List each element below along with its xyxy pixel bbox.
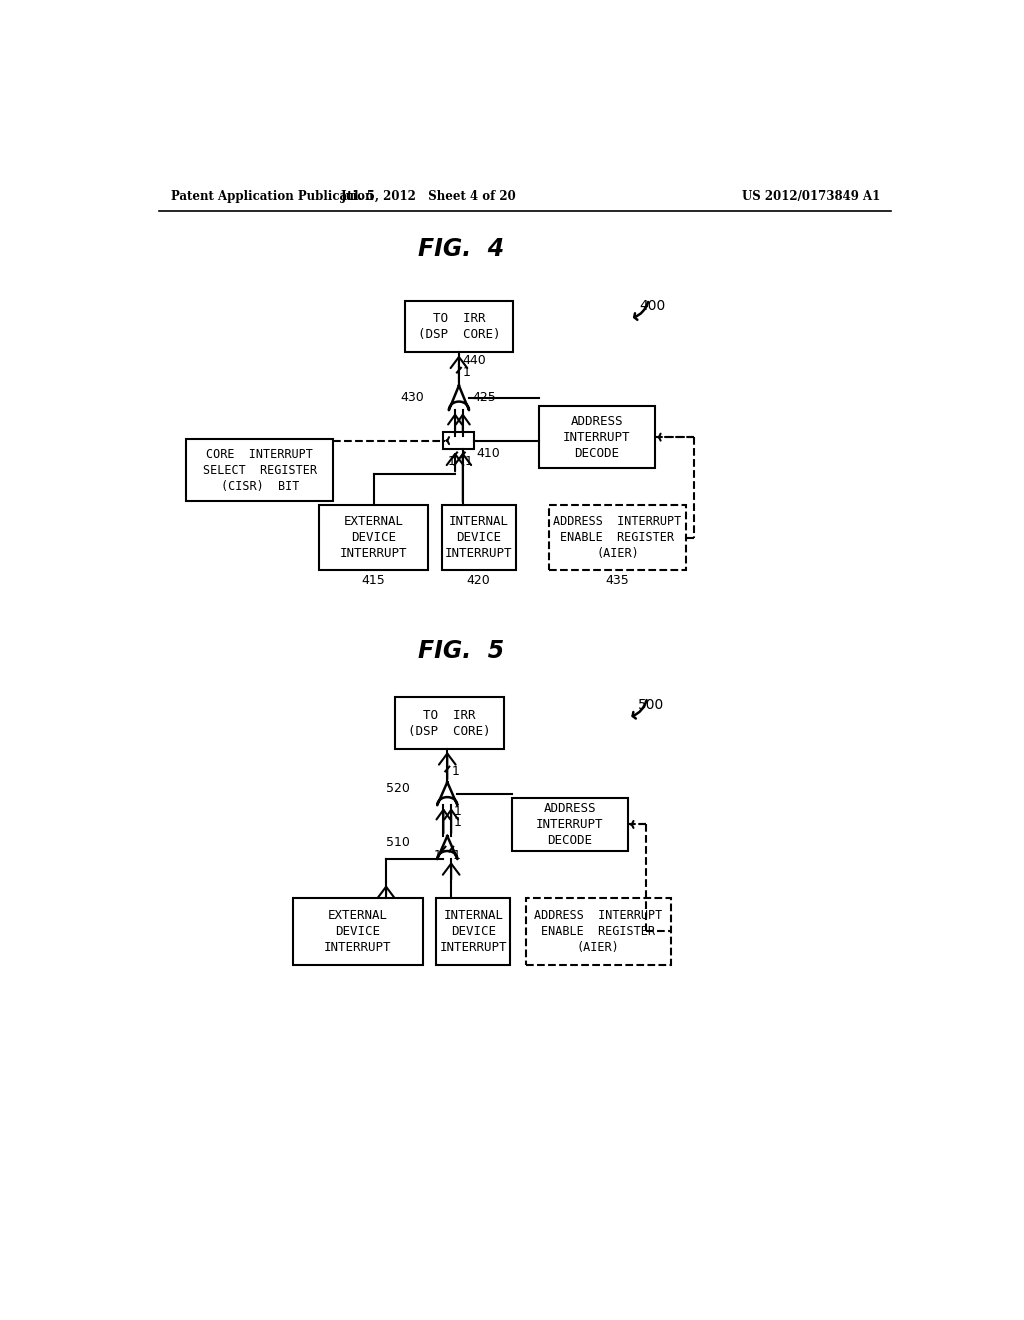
Bar	[512, 797, 628, 851]
Text: 400: 400	[640, 300, 666, 313]
Text: FIG.  5: FIG. 5	[418, 639, 505, 663]
Text: ADDRESS
INTERRUPT
DECODE: ADDRESS INTERRUPT DECODE	[536, 803, 603, 847]
Text: 410: 410	[476, 446, 500, 459]
Bar	[525, 898, 671, 965]
Text: 425: 425	[472, 391, 496, 404]
Text: US 2012/0173849 A1: US 2012/0173849 A1	[741, 190, 880, 203]
Bar	[443, 432, 474, 449]
Text: CORE  INTERRUPT
SELECT  REGISTER
(CISR)  BIT: CORE INTERRUPT SELECT REGISTER (CISR) BI…	[203, 447, 316, 492]
Text: 500: 500	[638, 698, 665, 711]
Text: 415: 415	[361, 574, 386, 587]
Bar	[436, 898, 510, 965]
Bar	[293, 898, 423, 965]
Bar	[549, 506, 686, 570]
Text: INTERNAL
DEVICE
INTERRUPT: INTERNAL DEVICE INTERRUPT	[445, 515, 512, 560]
Text: 1: 1	[449, 454, 456, 467]
Polygon shape	[437, 781, 458, 805]
Text: EXTERNAL
DEVICE
INTERRUPT: EXTERNAL DEVICE INTERRUPT	[340, 515, 408, 560]
Text: Jul. 5, 2012   Sheet 4 of 20: Jul. 5, 2012 Sheet 4 of 20	[341, 190, 516, 203]
Text: 1: 1	[454, 816, 462, 829]
Bar	[395, 697, 504, 748]
Text: ADDRESS  INTERRUPT
ENABLE  REGISTER
(AIER): ADDRESS INTERRUPT ENABLE REGISTER (AIER)	[553, 515, 682, 560]
Bar	[404, 301, 513, 352]
Text: 420: 420	[467, 574, 490, 587]
Bar	[319, 506, 428, 570]
Text: 1: 1	[453, 849, 461, 862]
Text: 1: 1	[464, 454, 472, 467]
Text: 430: 430	[400, 391, 424, 404]
Text: ADDRESS
INTERRUPT
DECODE: ADDRESS INTERRUPT DECODE	[563, 414, 631, 459]
Text: 1: 1	[463, 366, 471, 379]
Text: 1: 1	[434, 849, 442, 862]
Text: 510: 510	[386, 836, 410, 849]
Text: 435: 435	[605, 574, 630, 587]
Text: 440: 440	[463, 354, 486, 367]
Polygon shape	[437, 836, 458, 859]
Text: TO  IRR
(DSP  CORE): TO IRR (DSP CORE)	[418, 312, 500, 341]
Text: EXTERNAL
DEVICE
INTERRUPT: EXTERNAL DEVICE INTERRUPT	[324, 909, 391, 954]
Text: FIG.  4: FIG. 4	[418, 238, 505, 261]
Text: 520: 520	[386, 781, 410, 795]
Polygon shape	[449, 385, 469, 411]
Text: 1: 1	[454, 805, 462, 818]
Bar	[539, 407, 655, 469]
Bar	[186, 440, 334, 502]
Text: ADDRESS  INTERRUPT
ENABLE  REGISTER
(AIER): ADDRESS INTERRUPT ENABLE REGISTER (AIER)	[534, 909, 663, 954]
Text: 1: 1	[452, 764, 459, 777]
Text: Patent Application Publication: Patent Application Publication	[171, 190, 373, 203]
Text: TO  IRR
(DSP  CORE): TO IRR (DSP CORE)	[409, 709, 490, 738]
Text: INTERNAL
DEVICE
INTERRUPT: INTERNAL DEVICE INTERRUPT	[439, 909, 507, 954]
Bar	[442, 506, 515, 570]
